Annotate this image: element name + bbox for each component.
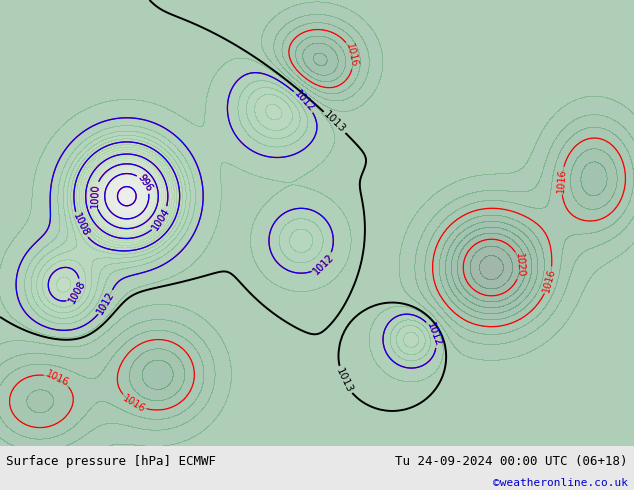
Text: Surface pressure [hPa] ECMWF: Surface pressure [hPa] ECMWF — [6, 455, 216, 468]
Text: 1012: 1012 — [311, 252, 336, 276]
Text: 1008: 1008 — [70, 212, 90, 239]
Text: 1012: 1012 — [96, 290, 117, 316]
Text: 1016: 1016 — [556, 168, 567, 193]
Text: 996: 996 — [136, 173, 154, 194]
Text: 1012: 1012 — [425, 321, 443, 347]
Text: 1012: 1012 — [425, 321, 443, 347]
Text: 1013: 1013 — [321, 110, 347, 135]
Text: 1008: 1008 — [67, 279, 87, 305]
Text: 1008: 1008 — [70, 212, 90, 239]
Text: 996: 996 — [136, 173, 154, 194]
Text: 1004: 1004 — [150, 206, 172, 232]
Text: 1000: 1000 — [90, 183, 101, 208]
Text: 1016: 1016 — [541, 267, 557, 294]
Text: 1013: 1013 — [334, 366, 354, 394]
Text: 1000: 1000 — [90, 183, 101, 208]
Text: 1012: 1012 — [311, 252, 336, 276]
Text: ©weatheronline.co.uk: ©weatheronline.co.uk — [493, 478, 628, 489]
Text: 1016: 1016 — [120, 392, 146, 414]
Text: 1012: 1012 — [292, 89, 316, 114]
Text: 1008: 1008 — [67, 279, 87, 305]
Text: 1012: 1012 — [96, 290, 117, 316]
Text: 1016: 1016 — [344, 42, 359, 68]
Text: 1016: 1016 — [44, 369, 70, 389]
Text: 1020: 1020 — [514, 253, 526, 278]
Text: Tu 24-09-2024 00:00 UTC (06+18): Tu 24-09-2024 00:00 UTC (06+18) — [395, 455, 628, 468]
Text: 1012: 1012 — [292, 89, 316, 114]
Text: 1004: 1004 — [150, 206, 172, 232]
